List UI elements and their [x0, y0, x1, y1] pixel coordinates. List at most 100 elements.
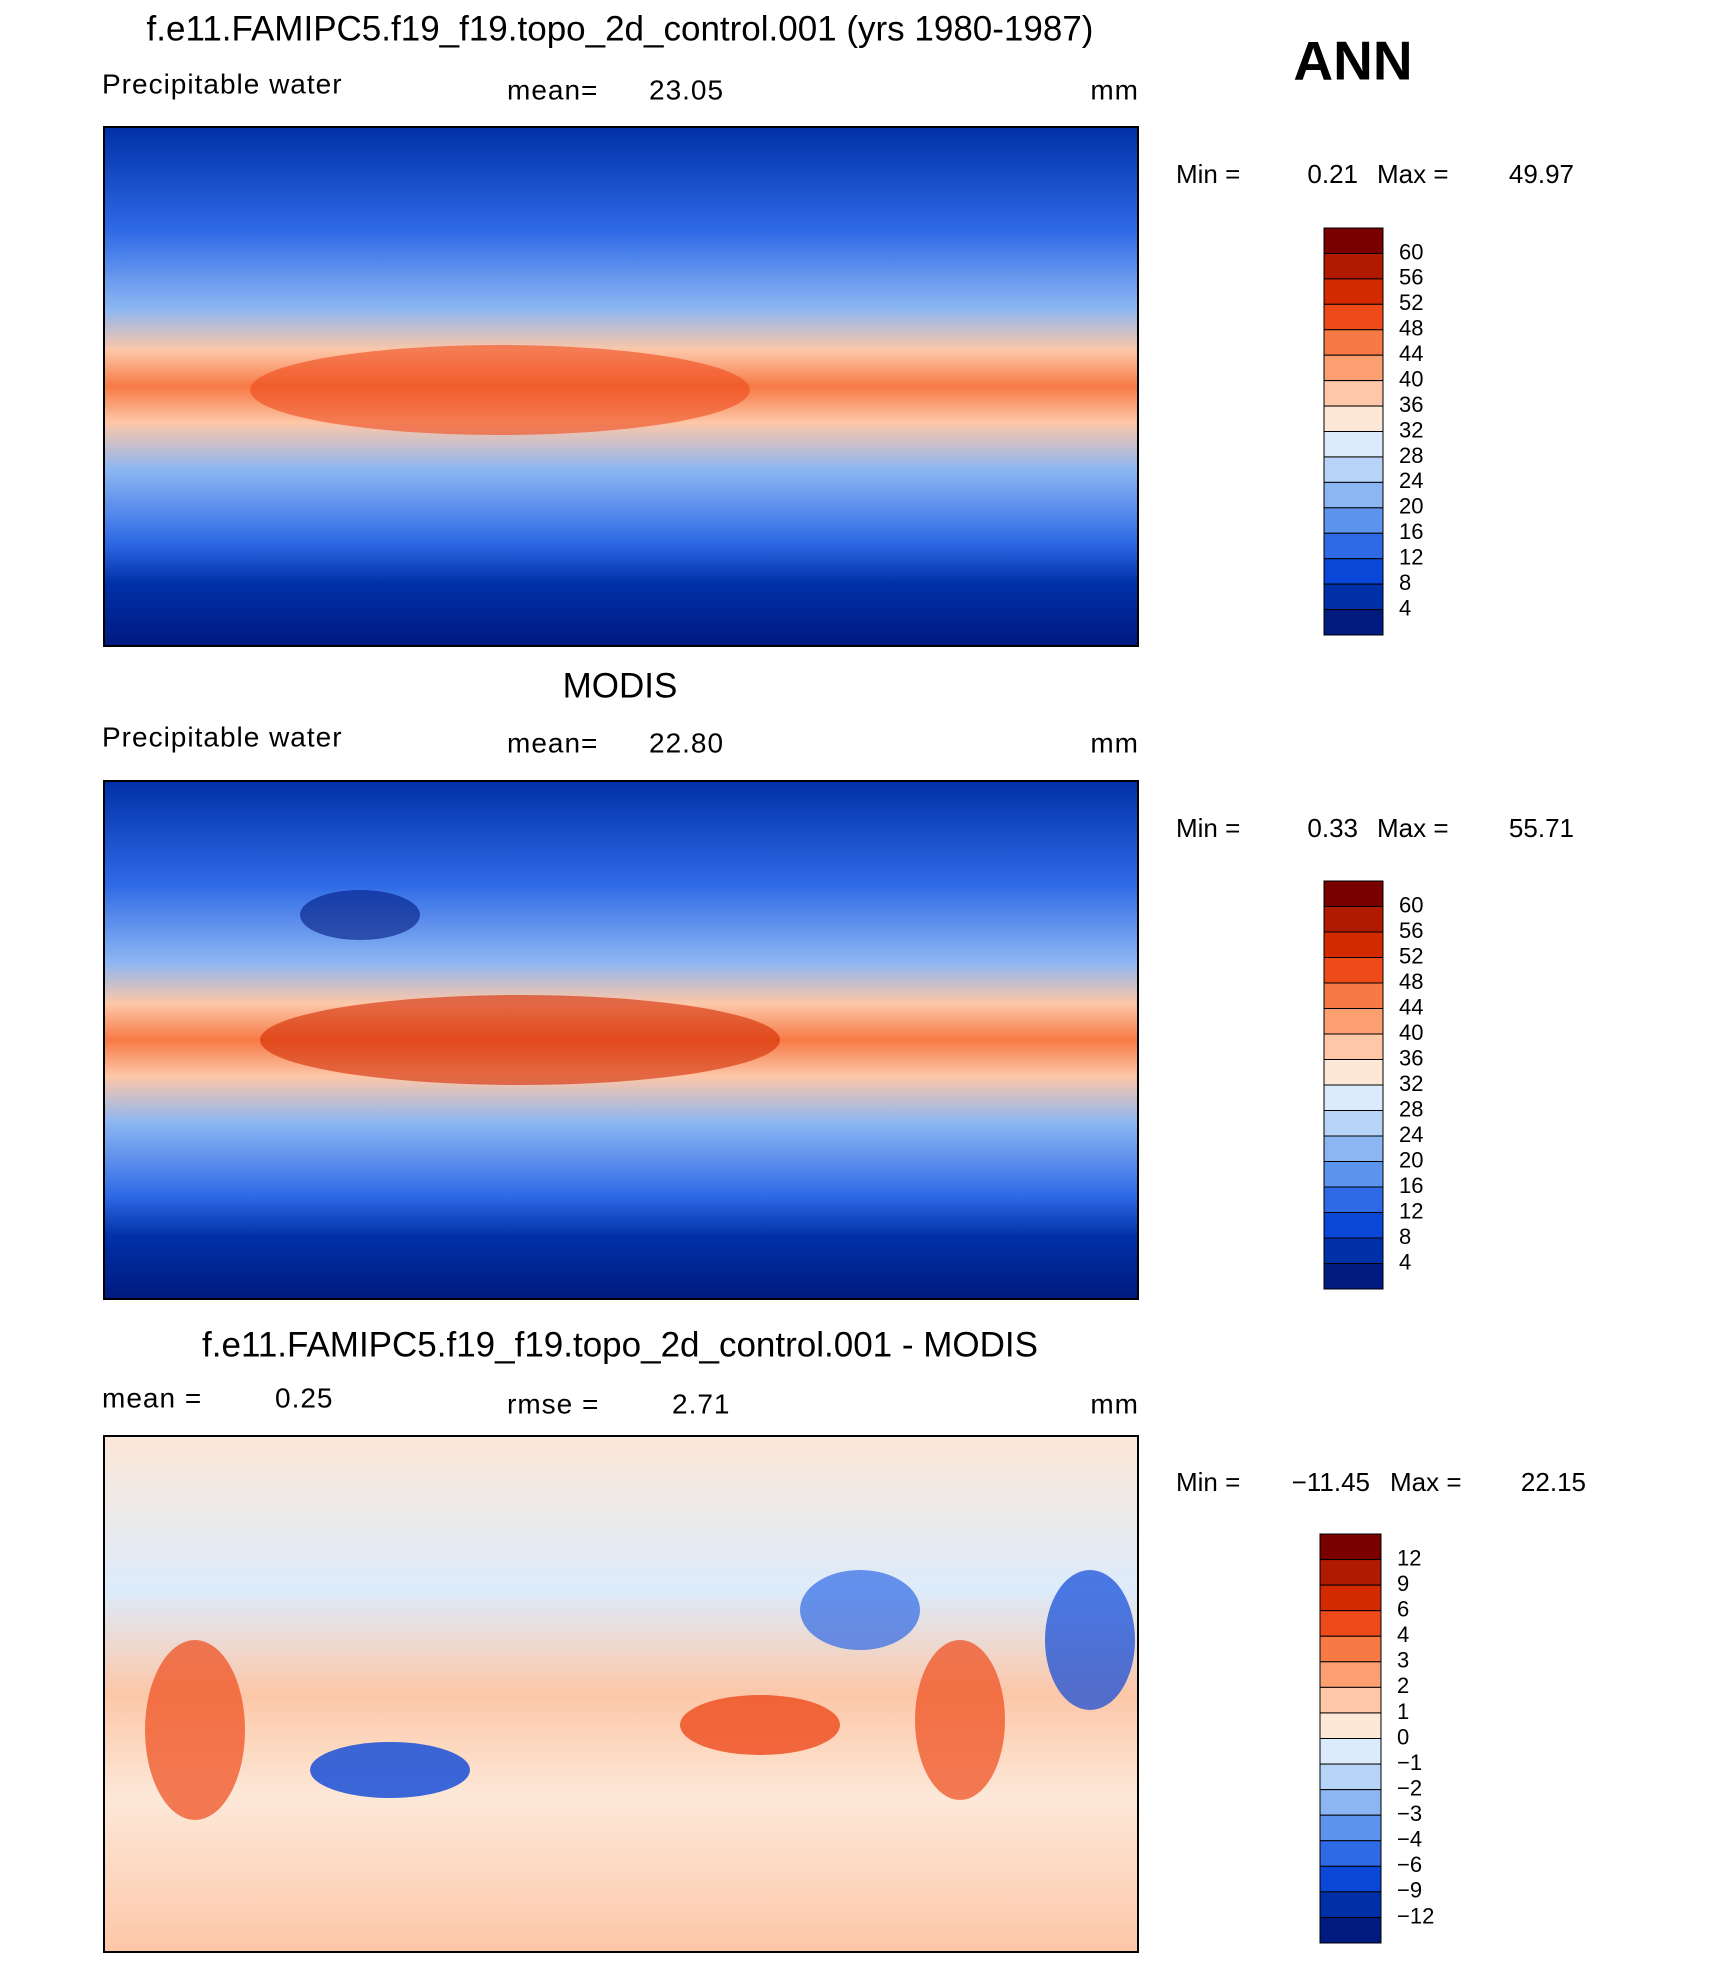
- colorbar-box: [1323, 1263, 1384, 1290]
- center-value: 22.80: [649, 727, 724, 758]
- colorbar-label: 52: [1399, 943, 1423, 968]
- colorbar-label: 56: [1399, 918, 1423, 943]
- colorbar-box: [1319, 1661, 1382, 1688]
- colorbar-label: 44: [1399, 341, 1423, 366]
- colorbar-label: 6: [1397, 1597, 1409, 1622]
- colorbar-label: 40: [1399, 366, 1423, 391]
- center-value: 2.71: [672, 1388, 731, 1419]
- colorbar-label: 44: [1399, 994, 1423, 1019]
- colorbar-label: 8: [1399, 570, 1411, 595]
- center-value: 23.05: [649, 74, 724, 105]
- colorbar-box: [1323, 906, 1384, 933]
- center-label: mean=: [507, 727, 598, 758]
- left-label: Precipitable water: [102, 721, 343, 752]
- colorbar-box: [1323, 431, 1384, 458]
- colorbar-box: [1323, 957, 1384, 984]
- colorbar-label: −1: [1397, 1750, 1422, 1775]
- colorbar-box: [1323, 278, 1384, 305]
- map-feature: [915, 1640, 1005, 1800]
- map-feature: [260, 995, 780, 1085]
- colorbar-box: [1323, 1110, 1384, 1137]
- colorbar-label: −4: [1397, 1827, 1422, 1852]
- colorbar-box: [1323, 1237, 1384, 1264]
- colorbar-box: [1319, 1814, 1382, 1842]
- colorbar-label: 48: [1399, 969, 1423, 994]
- colorbar-box: [1323, 1008, 1384, 1035]
- colorbar-box: [1323, 1161, 1384, 1188]
- colorbar-box: [1323, 405, 1384, 432]
- colorbar-box: [1323, 227, 1384, 254]
- colorbar-label: 4: [1399, 1249, 1411, 1274]
- colorbar-box: [1323, 507, 1384, 534]
- colorbar-box: [1319, 1763, 1382, 1791]
- colorbar-label: −2: [1397, 1775, 1422, 1800]
- colorbar-label: 60: [1399, 892, 1423, 917]
- units: mm: [1090, 1388, 1139, 1419]
- colorbar-label: 36: [1399, 392, 1423, 417]
- colorbar-label: 56: [1399, 265, 1423, 290]
- max-value: 49.97: [1509, 159, 1574, 189]
- center-label: mean=: [507, 74, 598, 105]
- colorbar-label: 9: [1397, 1571, 1409, 1596]
- colorbar-box: [1323, 609, 1384, 636]
- min-value: 0.21: [1307, 159, 1358, 189]
- colorbar-box: [1319, 1635, 1382, 1663]
- left-value: 0.25: [275, 1382, 334, 1413]
- colorbar-label: 1: [1397, 1699, 1409, 1724]
- colorbar-box: [1323, 1059, 1384, 1086]
- colorbar-label: 4: [1399, 595, 1411, 620]
- map-feature: [310, 1742, 470, 1798]
- colorbar-box: [1319, 1916, 1382, 1944]
- map-feature: [145, 1640, 245, 1820]
- colorbar-label: 16: [1399, 519, 1423, 544]
- colorbar-label: 28: [1399, 443, 1423, 468]
- colorbar-box: [1319, 1610, 1382, 1637]
- colorbar-label: 24: [1399, 468, 1423, 493]
- colorbar-box: [1323, 532, 1384, 560]
- colorbar-label: 40: [1399, 1020, 1423, 1045]
- colorbar-label: 12: [1399, 545, 1423, 570]
- colorbar-box: [1319, 1891, 1382, 1918]
- colorbar-box: [1319, 1789, 1382, 1816]
- colorbar-box: [1323, 303, 1384, 331]
- colorbar-label: 3: [1397, 1648, 1409, 1673]
- left-label: mean =: [102, 1382, 202, 1413]
- colorbar-label: −3: [1397, 1801, 1422, 1826]
- colorbar-label: 8: [1399, 1224, 1411, 1249]
- colorbar-box: [1323, 880, 1384, 907]
- map-feature: [250, 345, 750, 435]
- colorbar-label: 2: [1397, 1673, 1409, 1698]
- min-value: −11.45: [1292, 1467, 1370, 1497]
- colorbar-box: [1323, 1212, 1384, 1239]
- colorbar-label: 12: [1399, 1198, 1423, 1223]
- colorbar-box: [1323, 982, 1384, 1009]
- colorbar-box: [1323, 558, 1384, 585]
- colorbar-label: 0: [1397, 1724, 1409, 1749]
- colorbar-box: [1319, 1686, 1382, 1714]
- min-label: Min =: [1176, 159, 1240, 189]
- colorbar-box: [1319, 1712, 1382, 1739]
- colorbar-box: [1323, 329, 1384, 356]
- colorbar-box: [1319, 1533, 1382, 1561]
- colorbar-label: 4: [1397, 1622, 1409, 1647]
- max-label: Max =: [1377, 159, 1449, 189]
- colorbar-label: 32: [1399, 417, 1423, 442]
- colorbar-label: 48: [1399, 316, 1423, 341]
- colorbar-box: [1319, 1865, 1382, 1893]
- colorbar-label: −6: [1397, 1852, 1422, 1877]
- colorbar-label: 52: [1399, 290, 1423, 315]
- colorbar-box: [1323, 1135, 1384, 1162]
- colorbar-label: 28: [1399, 1096, 1423, 1121]
- colorbar-box: [1323, 354, 1384, 382]
- colorbar-label: −9: [1397, 1878, 1422, 1903]
- colorbar-box: [1323, 481, 1384, 509]
- panel-title: MODIS: [563, 666, 678, 705]
- colorbar-box: [1319, 1840, 1382, 1867]
- colorbar-box: [1319, 1584, 1382, 1612]
- colorbar-box: [1319, 1738, 1382, 1765]
- colorbar-label: −12: [1397, 1903, 1434, 1928]
- max-label: Max =: [1390, 1467, 1462, 1497]
- colorbar-box: [1323, 1033, 1384, 1060]
- units: mm: [1090, 74, 1139, 105]
